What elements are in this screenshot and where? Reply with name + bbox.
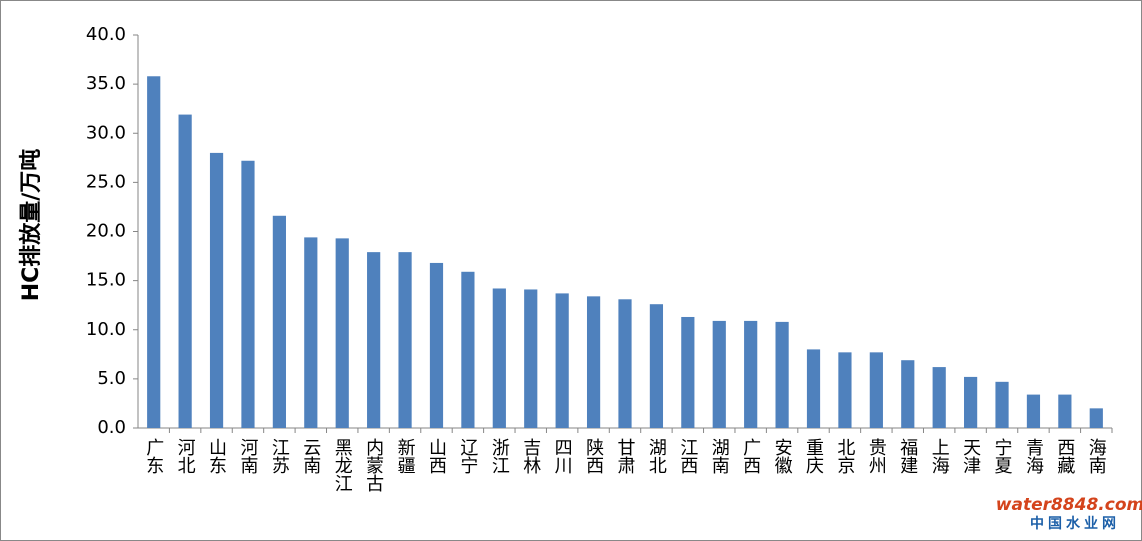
bar [335,238,349,428]
y-tick-label: 5.0 [97,368,126,389]
bar [681,316,695,428]
bar [524,289,538,428]
y-axis-label: HC排放量/万吨 [18,149,44,302]
bar [1026,394,1041,428]
x-tick-label: 海南 [1086,438,1107,474]
x-tick-label: 安徽 [772,438,793,474]
bar [649,304,664,428]
x-tick-label: 河南 [237,438,258,474]
x-tick-label: 宁夏 [992,438,1013,474]
x-tick-label: 陕西 [583,438,604,474]
x-tick-label: 云南 [300,438,321,474]
x-tick-label: 湖南 [709,438,730,474]
x-tick-label: 江苏 [269,438,290,474]
x-tick-label: 新疆 [395,438,416,474]
x-tick-label: 重庆 [803,438,824,474]
x-tick-label: 西藏 [1054,438,1075,475]
bar [209,152,224,428]
x-tick-label: 山西 [426,438,447,474]
bar [901,360,915,428]
x-tick-label: 天津 [960,438,981,474]
bar [555,293,569,428]
bar [304,237,318,428]
bar [995,381,1009,428]
y-tick-label: 20.0 [86,221,126,242]
x-tick-label: 甘肃 [615,438,636,474]
x-tick-label: 河北 [175,438,196,474]
x-tick-label: 山东 [206,438,227,474]
x-tick-label: 广西 [740,438,761,474]
bar [398,252,412,428]
bar [1089,408,1103,428]
bar [618,299,632,428]
bar [869,352,883,428]
x-tick-label: 内蒙古 [363,438,384,492]
bar [806,349,821,428]
x-tick-label: 青海 [1023,438,1044,474]
watermark-brand: water8848.com [996,495,1142,515]
x-tick-label: 辽宁 [457,438,478,474]
watermark-name: 中国水业网 [1030,515,1120,532]
bar [1058,394,1072,428]
y-tick-label: 25.0 [86,171,126,192]
bar [964,376,978,428]
x-tick-label: 吉林 [520,438,541,474]
x-tick-label: 湖北 [646,438,667,474]
x-tick-label: 广东 [143,438,164,474]
bar [147,76,161,428]
y-tick-label: 35.0 [86,73,126,94]
bar [272,215,286,428]
y-tick-label: 0.0 [97,417,126,438]
y-tick-label: 10.0 [86,319,126,340]
x-tick-label: 四川 [552,438,573,474]
x-tick-label: 浙江 [489,438,510,474]
bar [461,271,475,428]
x-tick-label: 贵州 [866,438,887,474]
bar [429,262,444,428]
bar [586,296,601,428]
bar [744,320,758,428]
bar [712,320,726,428]
y-tick-label: 30.0 [86,122,126,143]
bar [775,321,789,428]
x-tick-label: 江西 [677,438,698,474]
bar [838,352,852,428]
bar [367,252,381,428]
bar [492,288,506,428]
x-tick-label: 北京 [834,438,855,475]
bar [932,367,946,428]
x-tick-label: 上海 [929,438,950,474]
y-tick-label: 40.0 [86,24,126,45]
y-tick-label: 15.0 [86,270,126,291]
x-tick-label: 黑龙江 [332,438,353,492]
x-tick-label: 福建 [897,438,918,474]
bar [178,114,192,429]
bar [241,160,255,428]
